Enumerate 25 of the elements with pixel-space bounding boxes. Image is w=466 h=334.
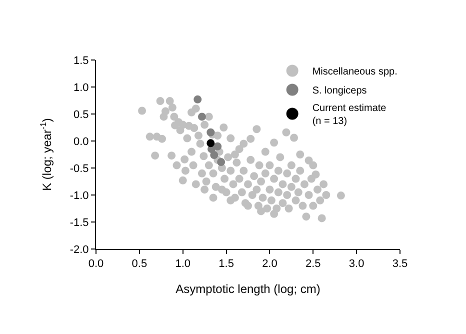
y-tick-label: 1.5 (74, 54, 89, 67)
x-tick-label: 0.0 (88, 258, 104, 270)
y-tick-label: 0.0 (74, 136, 89, 148)
x-tick-label: 3.0 (348, 258, 364, 270)
y-tick-label: 0.5 (74, 108, 89, 121)
x-tick-label: 1.0 (175, 258, 191, 270)
y-tick-label: -0.5 (70, 162, 89, 175)
legend-label: Miscellaneous spp. (312, 66, 398, 78)
y-tick-label: -1.0 (70, 190, 89, 202)
x-tick-label: 1.5 (218, 258, 234, 270)
x-tick-label: 2.0 (262, 258, 278, 270)
point (206, 128, 215, 136)
point (194, 95, 202, 104)
y-tick-label: -2.0 (70, 244, 89, 256)
y-tick-label: 1.0 (74, 82, 89, 94)
point (206, 139, 215, 148)
x-tick-label: 3.5 (392, 258, 408, 270)
legend-label: S. longiceps (312, 86, 367, 97)
y-tick-label: -1.5 (70, 216, 89, 229)
legend-label: Current estimate (n = 13) (312, 103, 387, 128)
x-axis-title: Asymptotic length (log; cm) (176, 282, 320, 296)
point (217, 158, 226, 166)
x-tick-label: 2.5 (305, 258, 321, 270)
x-tick-label: 0.5 (132, 258, 148, 270)
point (198, 112, 206, 121)
